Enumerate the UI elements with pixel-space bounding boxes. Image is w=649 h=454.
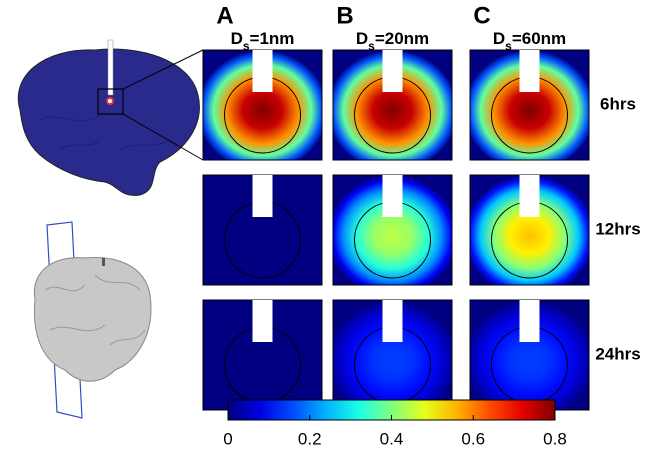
- title-sub: s: [368, 39, 375, 53]
- colorbar-tick-label: 0.8: [543, 429, 567, 448]
- panel-grid: [202, 49, 590, 411]
- needle: [382, 50, 403, 92]
- title-main: D: [231, 29, 243, 48]
- colorbar-tick-label: 0: [223, 429, 232, 448]
- column-title: Ds=20nm: [356, 29, 429, 53]
- needle: [519, 300, 540, 342]
- brain-slice: [17, 39, 204, 196]
- column-title: Ds=60nm: [493, 29, 566, 53]
- brain-3d: [33, 221, 152, 419]
- panel-label: C: [473, 2, 490, 29]
- title-sub: s: [505, 39, 512, 53]
- needle: [252, 300, 273, 342]
- colorbar-tick-label: 0.4: [380, 429, 404, 448]
- title-sub: s: [243, 39, 250, 53]
- title-rest: =60nm: [512, 29, 566, 48]
- panel-label: A: [216, 2, 233, 29]
- column-title: Ds=1nm: [231, 29, 295, 53]
- needle: [252, 175, 273, 217]
- row-label: 12hrs: [595, 219, 640, 238]
- needle: [519, 175, 540, 217]
- title-main: D: [356, 29, 368, 48]
- needle: [519, 50, 540, 92]
- row-label: 24hrs: [595, 344, 640, 363]
- colorbar-tick-label: 0.6: [461, 429, 485, 448]
- needle: [252, 50, 273, 92]
- title-main: D: [493, 29, 505, 48]
- row-label: 6hrs: [600, 94, 636, 113]
- title-rest: =20nm: [375, 29, 429, 48]
- needle: [382, 300, 403, 342]
- needle: [382, 175, 403, 217]
- title-rest: =1nm: [250, 29, 295, 48]
- colorbar-tick-label: 0.2: [298, 429, 322, 448]
- panel-label: B: [336, 2, 353, 29]
